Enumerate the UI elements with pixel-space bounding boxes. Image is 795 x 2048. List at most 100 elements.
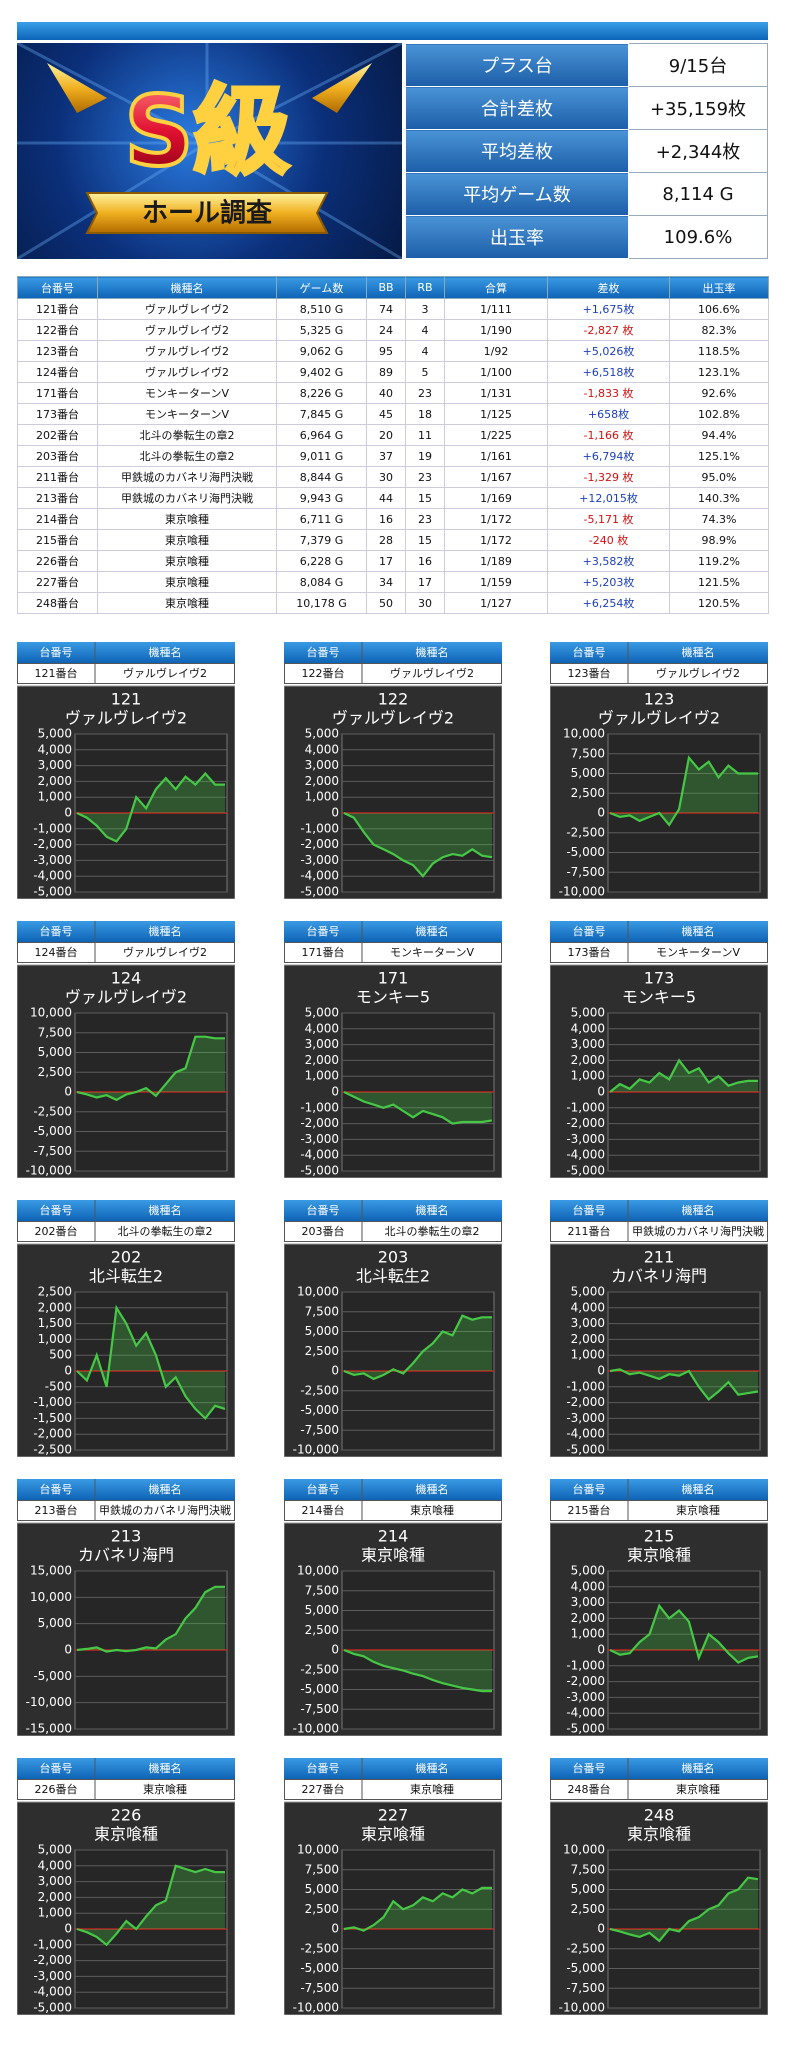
y-tick-label: -1,000 (33, 1937, 72, 1951)
header-label: 機種名 (682, 645, 715, 659)
table-cell: 甲鉄城のカバネリ海門決戦 (97, 487, 277, 509)
y-tick-label: -2,000 (566, 1395, 605, 1409)
summary-value: 9/15台 (628, 43, 768, 87)
y-tick-label: 7,500 (38, 1025, 72, 1039)
y-tick-label: -2,500 (300, 1662, 339, 1676)
y-tick-label: 0 (64, 806, 72, 820)
y-tick-label: -15,000 (26, 1722, 72, 1736)
machine-no: 122番台 (302, 666, 345, 680)
header-label: 機種名 (416, 1482, 449, 1496)
y-tick-label: -4,000 (300, 1148, 339, 1162)
header-bg (284, 1200, 502, 1221)
table-cell: 203番台 (17, 445, 98, 467)
table-row: 214番台 東京喰種 6,711 G 16 23 1/172 -5,171 枚 74.3% (17, 508, 769, 530)
line (343, 1648, 492, 1693)
area (77, 773, 225, 842)
header-label: 台番号 (40, 1482, 73, 1496)
y-tick-label: 5,000 (305, 1603, 339, 1617)
header-row: 台番号 機種名 ゲーム数 BB RB 合算 差枚 出玉率 (17, 276, 769, 299)
y-tick-label: -2,500 (33, 1104, 72, 1118)
y-tick-label: 2,000 (305, 1053, 339, 1067)
y-tick-label: 7,500 (305, 1583, 339, 1597)
y-tick-label: 1,500 (38, 1316, 72, 1330)
line (343, 1314, 492, 1381)
table-cell: -1,166 枚 (547, 424, 670, 446)
header-bg (17, 921, 235, 942)
grade: S級 (124, 75, 289, 187)
table-cell: 214番台 (17, 508, 98, 530)
table-cell: 213番台 (17, 487, 98, 509)
y-tick-label: 3,000 (571, 1037, 605, 1051)
table-cell: 227番台 (17, 571, 98, 593)
y-tick-label: -5,000 (33, 2001, 72, 2015)
header-bg (284, 1479, 502, 1500)
summary-label: 平均ゲーム数 (405, 172, 629, 216)
table-cell: 30 (405, 592, 445, 614)
chart-title: 226 (111, 1806, 142, 1825)
table-cell: 5,325 G (276, 319, 367, 341)
header-label: 機種名 (149, 645, 182, 659)
y-tick-label: -4,000 (300, 869, 339, 883)
header-cell: 合算 (444, 276, 548, 299)
header-bg (284, 642, 502, 663)
y-tick-label: 3,000 (305, 758, 339, 772)
y-tick-label: -7,500 (566, 1981, 605, 1995)
y-tick-label: 10,000 (563, 1843, 605, 1857)
line (343, 1886, 492, 1932)
header-label: 台番号 (307, 645, 340, 659)
chart-subtitle: ヴァルヴレイヴ2 (65, 988, 187, 1007)
chart-subtitle: 東京喰種 (361, 1546, 425, 1565)
table-cell: 119.2% (669, 550, 769, 572)
chart-subtitle: ヴァルヴレイヴ2 (65, 709, 187, 728)
y-tick-label: 0 (64, 1922, 72, 1936)
header-label: 機種名 (416, 924, 449, 938)
y-tick-label: 2,000 (571, 1611, 605, 1625)
table-cell: 東京喰種 (97, 571, 277, 593)
machine-name: 北斗の拳転生の章2 (118, 1224, 213, 1238)
y-tick-label: -1,000 (300, 821, 339, 835)
y-tick-label: -5,000 (33, 885, 72, 899)
y-tick-label: 2,000 (571, 1332, 605, 1346)
info-bg (550, 942, 768, 963)
y-tick-label: 0 (597, 806, 605, 820)
y-tick-label: 10,000 (297, 1285, 339, 1299)
y-tick-label: 7,500 (305, 1304, 339, 1318)
table-row: 171番台 モンキーターンV 8,226 G 40 23 1/131 -1,833 枚 92.… (17, 382, 769, 404)
table-cell: モンキーターンV (97, 403, 277, 425)
summary-row: プラス台 9/15台 (405, 43, 768, 87)
info-bg (550, 1500, 768, 1521)
header-label: 機種名 (149, 1203, 182, 1217)
info-bg (17, 942, 235, 963)
y-tick-label: -1,000 (566, 1100, 605, 1114)
table-row: 202番台 北斗の拳転生の章2 6,964 G 20 11 1/225 -1,166 枚 94… (17, 424, 769, 446)
info-bg (17, 1221, 235, 1242)
header-label: 台番号 (40, 1761, 73, 1775)
table-cell: 9,011 G (276, 445, 367, 467)
table-cell: 102.8% (669, 403, 769, 425)
table-cell: 24 (366, 319, 406, 341)
chart-title: 121 (111, 690, 142, 709)
top-bar (17, 22, 768, 40)
header-bg (284, 1758, 502, 1779)
y-tick-label: 0 (331, 1922, 339, 1936)
header-label: 機種名 (682, 1482, 715, 1496)
line (609, 1058, 758, 1093)
y-tick-label: 500 (49, 1348, 72, 1362)
table-cell: 125.1% (669, 445, 769, 467)
summary-row: 平均ゲーム数 8,114 G (405, 172, 768, 216)
y-tick-label: -7,500 (300, 1702, 339, 1716)
info-bg (17, 1500, 235, 1521)
table-cell: 8,084 G (276, 571, 367, 593)
y-tick-label: 2,000 (38, 774, 72, 788)
area (77, 1586, 225, 1652)
table-cell: 44 (366, 487, 406, 509)
y-tick-label: 0 (331, 806, 339, 820)
table-cell: 6,228 G (276, 550, 367, 572)
table-cell: 3 (405, 298, 445, 320)
y-tick-label: 5,000 (38, 1616, 72, 1630)
table-row: 227番台 東京喰種 8,084 G 34 17 1/159 +5,203枚 121.5% (17, 571, 769, 593)
y-tick-label: -1,000 (33, 821, 72, 835)
table-cell: 74.3% (669, 508, 769, 530)
